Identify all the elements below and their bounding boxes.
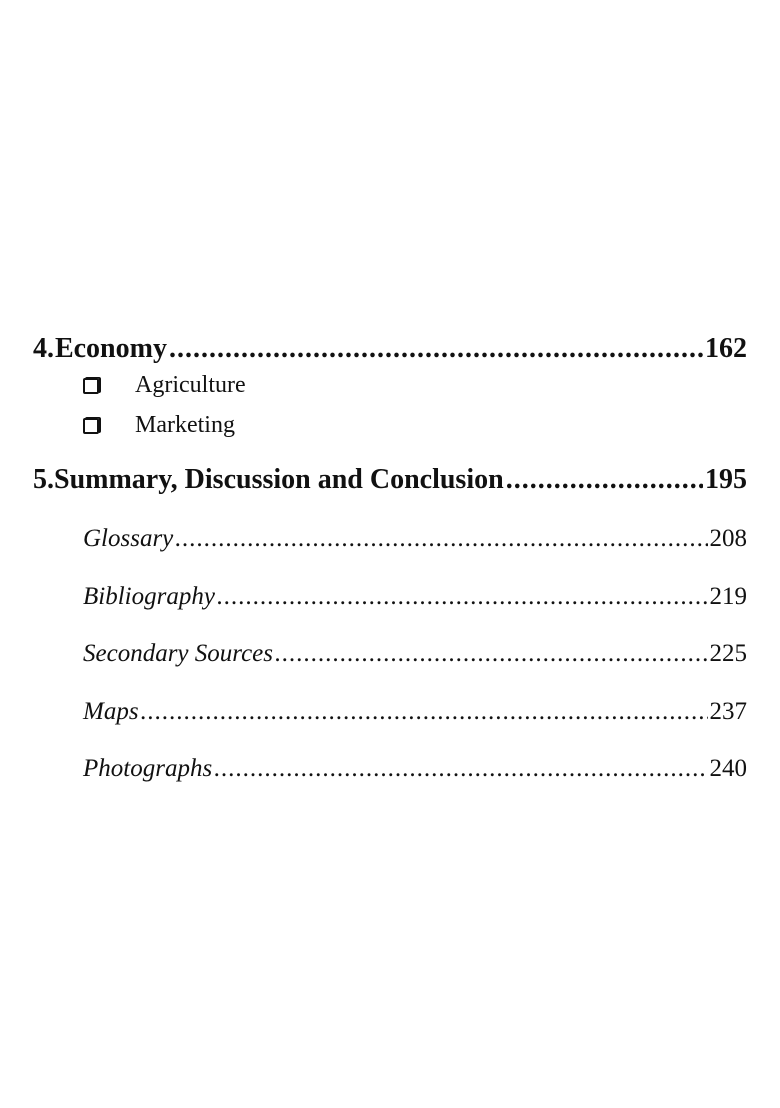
- subitem-agriculture: Agriculture: [83, 372, 246, 399]
- subitem-marketing: Marketing: [83, 412, 235, 439]
- page-number: 195: [705, 464, 747, 495]
- dot-leader: [214, 755, 707, 783]
- chapter-title: Economy: [54, 333, 167, 364]
- entry-title: Bibliography: [83, 583, 215, 610]
- page-number: 162: [705, 333, 747, 364]
- subitem-label: Marketing: [135, 412, 235, 438]
- toc-entry-economy: 4. Economy 162: [33, 333, 747, 365]
- chapter-title: Summary, Discussion and Conclusion: [54, 464, 504, 495]
- entry-title: Photographs: [83, 755, 213, 782]
- toc-entry-secondary-sources: Secondary Sources 225: [33, 640, 747, 668]
- page-number: 219: [709, 583, 748, 610]
- dot-leader: [175, 525, 707, 553]
- toc-entry-maps: Maps 237: [33, 698, 747, 726]
- dot-leader: [169, 333, 703, 365]
- square-bullet-icon: [83, 417, 99, 434]
- toc-entry-summary: 5. Summary, Discussion and Conclusion 19…: [33, 464, 747, 496]
- toc-entry-glossary: Glossary 208: [33, 525, 747, 553]
- toc-entry-bibliography: Bibliography 219: [33, 583, 747, 611]
- page-number: 237: [709, 698, 748, 725]
- chapter-number: 5.: [33, 464, 54, 495]
- entry-title: Maps: [83, 698, 139, 725]
- page-number: 225: [709, 640, 748, 667]
- toc-entry-photographs: Photographs 240: [33, 755, 747, 783]
- square-bullet-icon: [83, 377, 99, 394]
- dot-leader: [141, 698, 708, 726]
- chapter-number: 4.: [33, 333, 54, 364]
- entry-title: Secondary Sources: [83, 640, 273, 667]
- dot-leader: [217, 583, 708, 611]
- subitem-label: Agriculture: [135, 372, 246, 398]
- page-number: 240: [709, 755, 748, 782]
- dot-leader: [506, 464, 703, 496]
- dot-leader: [275, 640, 708, 668]
- entry-title: Glossary: [83, 525, 174, 552]
- page-number: 208: [709, 525, 748, 552]
